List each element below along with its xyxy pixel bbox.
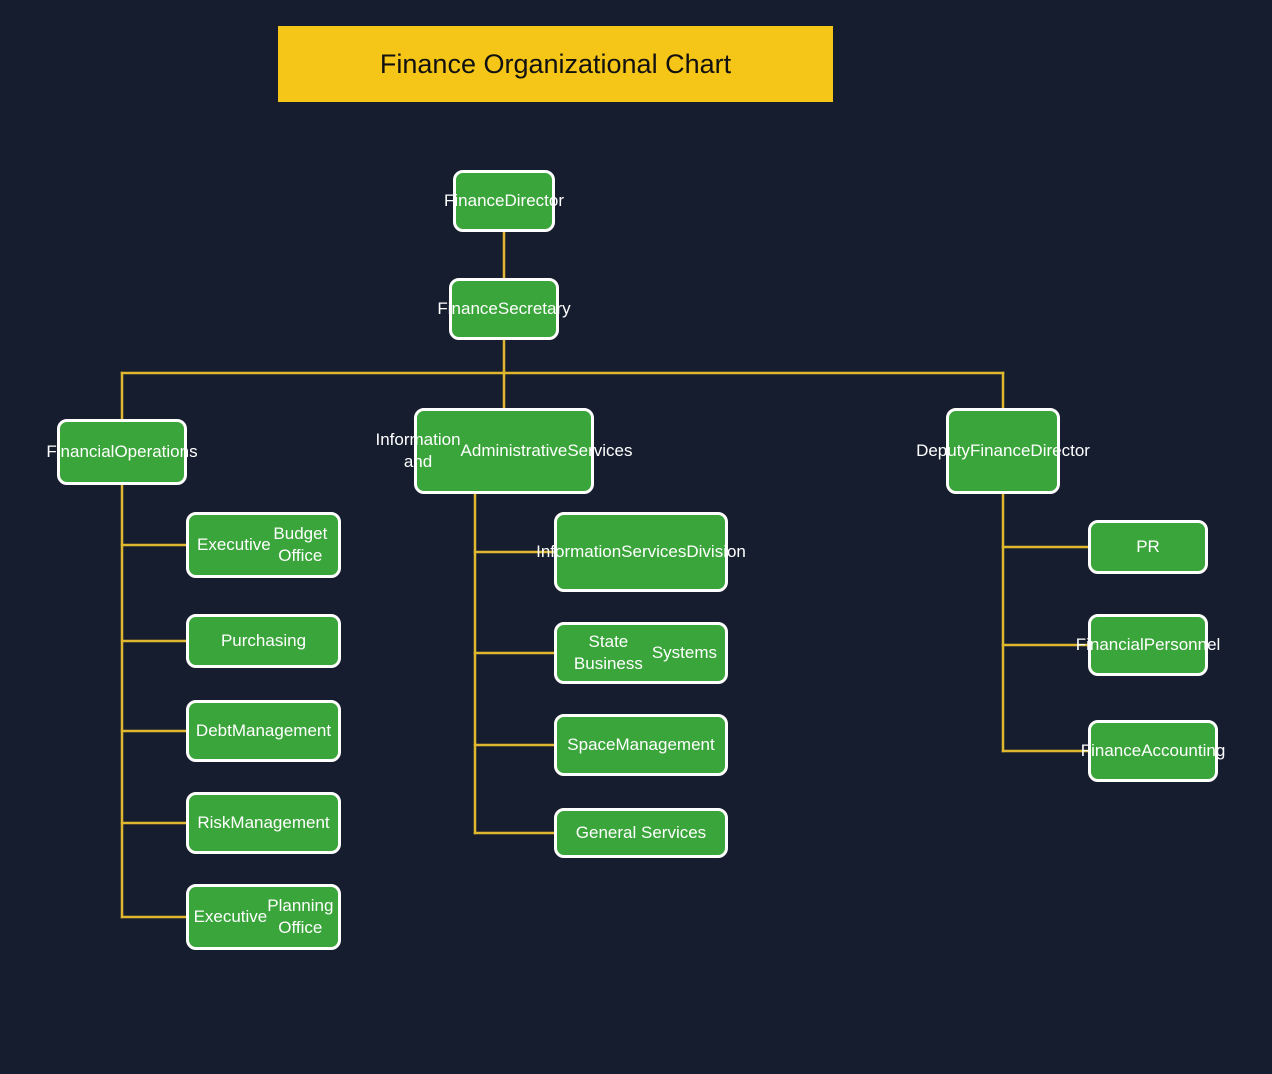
org-node-exec-plan: ExecutivePlanning Office — [186, 884, 341, 950]
org-node-info-admin: Information andAdministrativeServices — [414, 408, 594, 494]
org-node-info-svcs: InformationServicesDivision — [554, 512, 728, 592]
org-node-debt-mgmt: DebtManagement — [186, 700, 341, 762]
org-node-risk-mgmt: RiskManagement — [186, 792, 341, 854]
org-node-director: FinanceDirector — [453, 170, 555, 232]
org-node-state-biz: State BusinessSystems — [554, 622, 728, 684]
org-node-deputy: DeputyFinanceDirector — [946, 408, 1060, 494]
org-node-purchasing: Purchasing — [186, 614, 341, 668]
org-node-secretary: FinanceSecretary — [449, 278, 559, 340]
org-node-fin-ops: FinancialOperations — [57, 419, 187, 485]
org-node-gen-svcs: General Services — [554, 808, 728, 858]
org-node-fin-pers: FinancialPersonnel — [1088, 614, 1208, 676]
org-node-space-mgmt: SpaceManagement — [554, 714, 728, 776]
org-node-exec-budget: ExecutiveBudget Office — [186, 512, 341, 578]
org-node-pr: PR — [1088, 520, 1208, 574]
org-node-fin-acct: FinanceAccounting — [1088, 720, 1218, 782]
chart-title: Finance Organizational Chart — [278, 26, 833, 102]
